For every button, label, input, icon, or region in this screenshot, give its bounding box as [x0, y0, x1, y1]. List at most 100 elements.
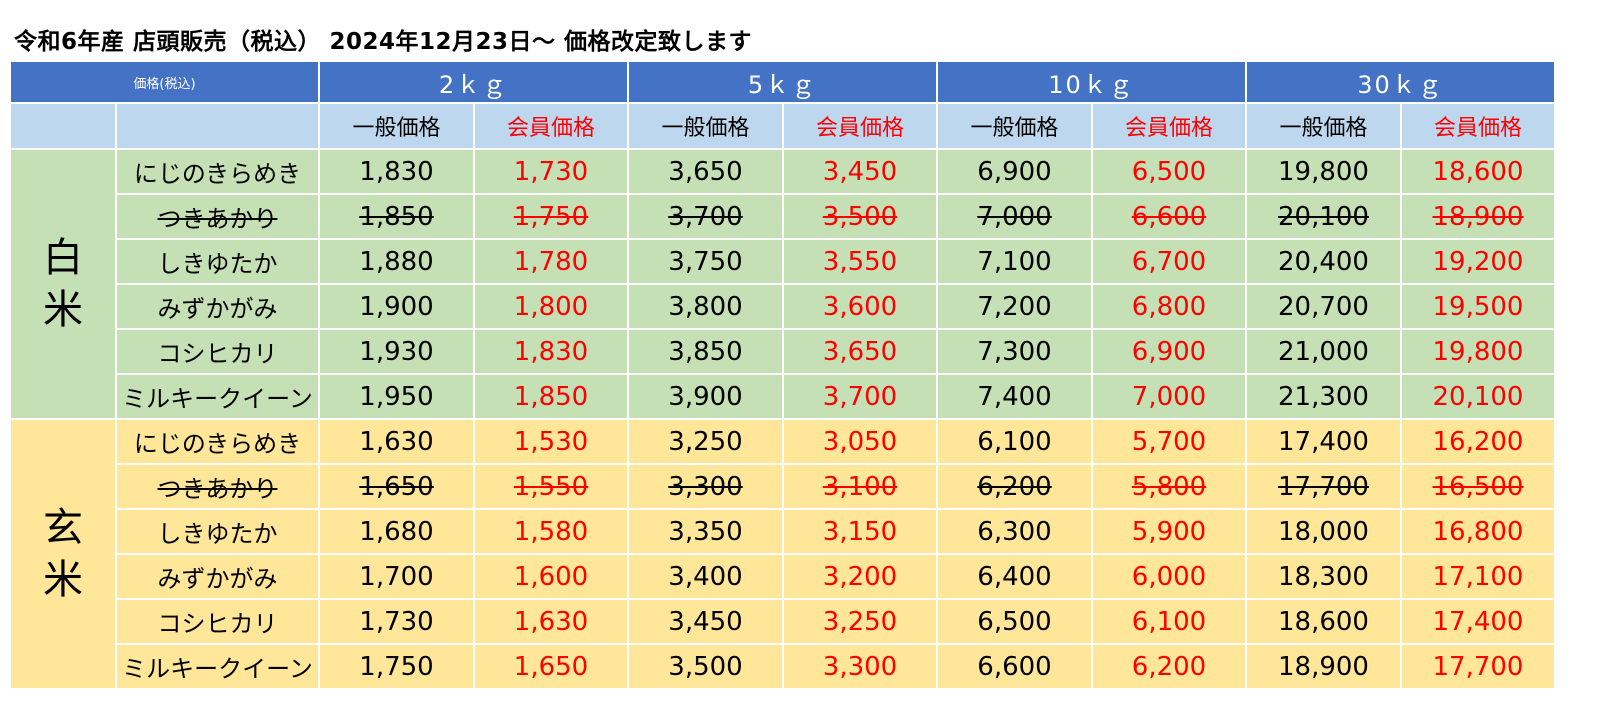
member-price-cell: 20,100 — [1400, 373, 1556, 420]
general-price-cell: 19,800 — [1245, 148, 1402, 195]
member-price-cell: 6,000 — [1091, 553, 1247, 600]
variety-name: にじのきらめき — [115, 418, 320, 465]
general-price-cell: 3,250 — [627, 418, 784, 465]
member-price-cell: 1,580 — [473, 508, 629, 555]
variety-name: つきあかり — [115, 463, 320, 510]
general-price-cell: 3,650 — [627, 148, 784, 195]
member-price-cell: 6,100 — [1091, 598, 1247, 645]
member-price-cell: 1,600 — [473, 553, 629, 600]
member-price-cell: 6,700 — [1091, 238, 1247, 285]
table-row: つきあかり 1,850 1,750 3,700 3,500 7,000 6,600 20,10… — [10, 193, 1556, 240]
member-price-cell: 19,500 — [1400, 283, 1556, 330]
member-price-cell: 3,600 — [782, 283, 938, 330]
category-char: 米 — [43, 557, 83, 603]
member-price-cell: 3,550 — [782, 238, 938, 285]
general-price-cell: 1,750 — [318, 643, 475, 690]
member-price-cell: 16,800 — [1400, 508, 1556, 555]
general-price-cell: 21,000 — [1245, 328, 1402, 375]
member-price-header: 会員価格 — [1091, 102, 1247, 150]
member-price-cell: 3,500 — [782, 193, 938, 240]
member-price-header: 会員価格 — [473, 102, 629, 150]
general-price-cell: 7,300 — [936, 328, 1093, 375]
general-price-cell: 6,400 — [936, 553, 1093, 600]
general-price-cell: 1,630 — [318, 418, 475, 465]
general-price-header: 一般価格 — [627, 102, 784, 150]
member-price-cell: 6,600 — [1091, 193, 1247, 240]
member-price-cell: 1,850 — [473, 373, 629, 420]
member-price-cell: 5,700 — [1091, 418, 1247, 465]
member-price-cell: 5,800 — [1091, 463, 1247, 510]
variety-name: ミルキークイーン — [115, 373, 320, 420]
general-price-header: 一般価格 — [936, 102, 1093, 150]
page-title: 令和6年産 店頭販売（税込） 2024年12月23日〜 価格改定致します — [14, 29, 753, 55]
general-price-cell: 20,700 — [1245, 283, 1402, 330]
member-price-cell: 1,650 — [473, 643, 629, 690]
size-header-30kg: 30ｋｇ — [1245, 60, 1556, 104]
member-price-cell: 17,400 — [1400, 598, 1556, 645]
table-row: つきあかり 1,650 1,550 3,300 3,100 6,200 5,800 17,70… — [10, 463, 1556, 510]
category-label: 白米 — [9, 148, 117, 420]
general-price-cell: 20,100 — [1245, 193, 1402, 240]
member-price-cell: 1,530 — [473, 418, 629, 465]
general-price-cell: 3,400 — [627, 553, 784, 600]
category-char: 白 — [43, 235, 83, 281]
general-price-cell: 3,900 — [627, 373, 784, 420]
table-row: しきゆたか 1,680 1,580 3,350 3,150 6,300 5,900 18,00… — [10, 508, 1556, 555]
member-price-cell: 3,150 — [782, 508, 938, 555]
general-price-cell: 18,600 — [1245, 598, 1402, 645]
member-price-cell: 16,200 — [1400, 418, 1556, 465]
general-price-cell: 3,350 — [627, 508, 784, 555]
member-price-cell: 1,800 — [473, 283, 629, 330]
member-price-cell: 3,200 — [782, 553, 938, 600]
table-row: みずかがみ 1,900 1,800 3,800 3,600 7,200 6,800 20,70… — [10, 283, 1556, 330]
member-price-cell: 6,500 — [1091, 148, 1247, 195]
general-price-cell: 6,200 — [936, 463, 1093, 510]
general-price-cell: 1,880 — [318, 238, 475, 285]
blank-header-cell — [115, 102, 320, 150]
member-price-cell: 1,630 — [473, 598, 629, 645]
general-price-cell: 1,950 — [318, 373, 475, 420]
member-price-header: 会員価格 — [1400, 102, 1556, 150]
variety-name: にじのきらめき — [115, 148, 320, 195]
member-price-cell: 5,900 — [1091, 508, 1247, 555]
general-price-header: 一般価格 — [1245, 102, 1402, 150]
general-price-cell: 1,680 — [318, 508, 475, 555]
general-price-cell: 3,300 — [627, 463, 784, 510]
size-header-row: 価格(税込) 2ｋｇ 5ｋｇ 10ｋｇ 30ｋｇ — [9, 60, 1556, 104]
size-header-5kg: 5ｋｇ — [627, 60, 938, 104]
member-price-cell: 7,000 — [1091, 373, 1247, 420]
member-price-cell: 16,500 — [1400, 463, 1556, 510]
variety-name: みずかがみ — [115, 283, 320, 330]
general-price-cell: 17,400 — [1245, 418, 1402, 465]
variety-name: ミルキークイーン — [115, 643, 320, 690]
general-price-cell: 1,900 — [318, 283, 475, 330]
general-price-cell: 3,800 — [627, 283, 784, 330]
table-row: コシヒカリ 1,730 1,630 3,450 3,250 6,500 6,100 18,60… — [10, 598, 1556, 645]
member-price-cell: 3,100 — [782, 463, 938, 510]
table-row: みずかがみ 1,700 1,600 3,400 3,200 6,400 6,000 18,30… — [10, 553, 1556, 600]
general-price-cell: 20,400 — [1245, 238, 1402, 285]
general-price-cell: 1,850 — [318, 193, 475, 240]
price-type-header-row: 一般価格 会員価格 一般価格 会員価格 一般価格 会員価格 一般価格 会員価格 — [9, 102, 1556, 150]
member-price-cell: 1,730 — [473, 148, 629, 195]
member-price-cell: 17,700 — [1400, 643, 1556, 690]
general-price-cell: 6,300 — [936, 508, 1093, 555]
member-price-header: 会員価格 — [782, 102, 938, 150]
member-price-cell: 6,200 — [1091, 643, 1247, 690]
size-header-10kg: 10ｋｇ — [936, 60, 1247, 104]
member-price-cell: 6,900 — [1091, 328, 1247, 375]
general-price-cell: 3,750 — [627, 238, 784, 285]
general-price-cell: 6,600 — [936, 643, 1093, 690]
general-price-cell: 3,700 — [627, 193, 784, 240]
general-price-header: 一般価格 — [318, 102, 475, 150]
category-char: 米 — [43, 287, 83, 333]
table-row: ミルキークイーン 1,950 1,850 3,900 3,700 7,400 7,000 21… — [10, 373, 1556, 420]
table-row: コシヒカリ 1,930 1,830 3,850 3,650 7,300 6,900 21,00… — [10, 328, 1556, 375]
general-price-cell: 3,500 — [627, 643, 784, 690]
category-label: 玄米 — [9, 418, 117, 690]
general-price-cell: 17,700 — [1245, 463, 1402, 510]
general-price-cell: 7,400 — [936, 373, 1093, 420]
member-price-cell: 3,650 — [782, 328, 938, 375]
general-price-cell: 3,450 — [627, 598, 784, 645]
member-price-cell: 1,750 — [473, 193, 629, 240]
